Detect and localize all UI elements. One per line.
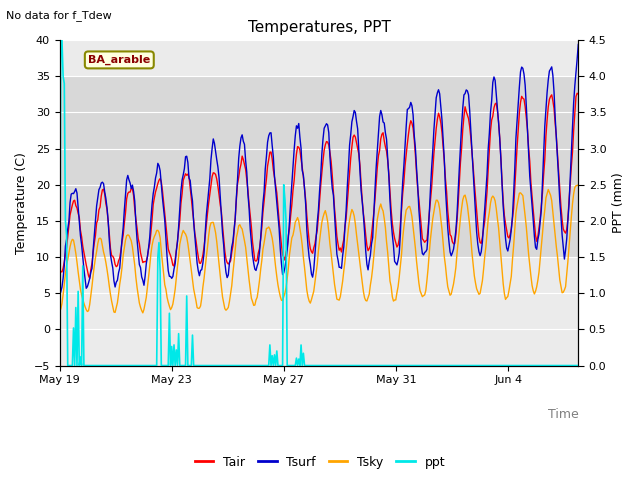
Y-axis label: PPT (mm): PPT (mm) (612, 172, 625, 233)
Y-axis label: Temperature (C): Temperature (C) (15, 152, 28, 254)
Bar (60, 76, 579, 257)
Text: Time: Time (548, 408, 579, 421)
Text: No data for f_Tdew: No data for f_Tdew (6, 10, 112, 21)
Text: BA_arable: BA_arable (88, 55, 150, 65)
Title: Temperatures, PPT: Temperatures, PPT (248, 20, 390, 35)
Legend: Tair, Tsurf, Tsky, ppt: Tair, Tsurf, Tsky, ppt (189, 451, 451, 474)
